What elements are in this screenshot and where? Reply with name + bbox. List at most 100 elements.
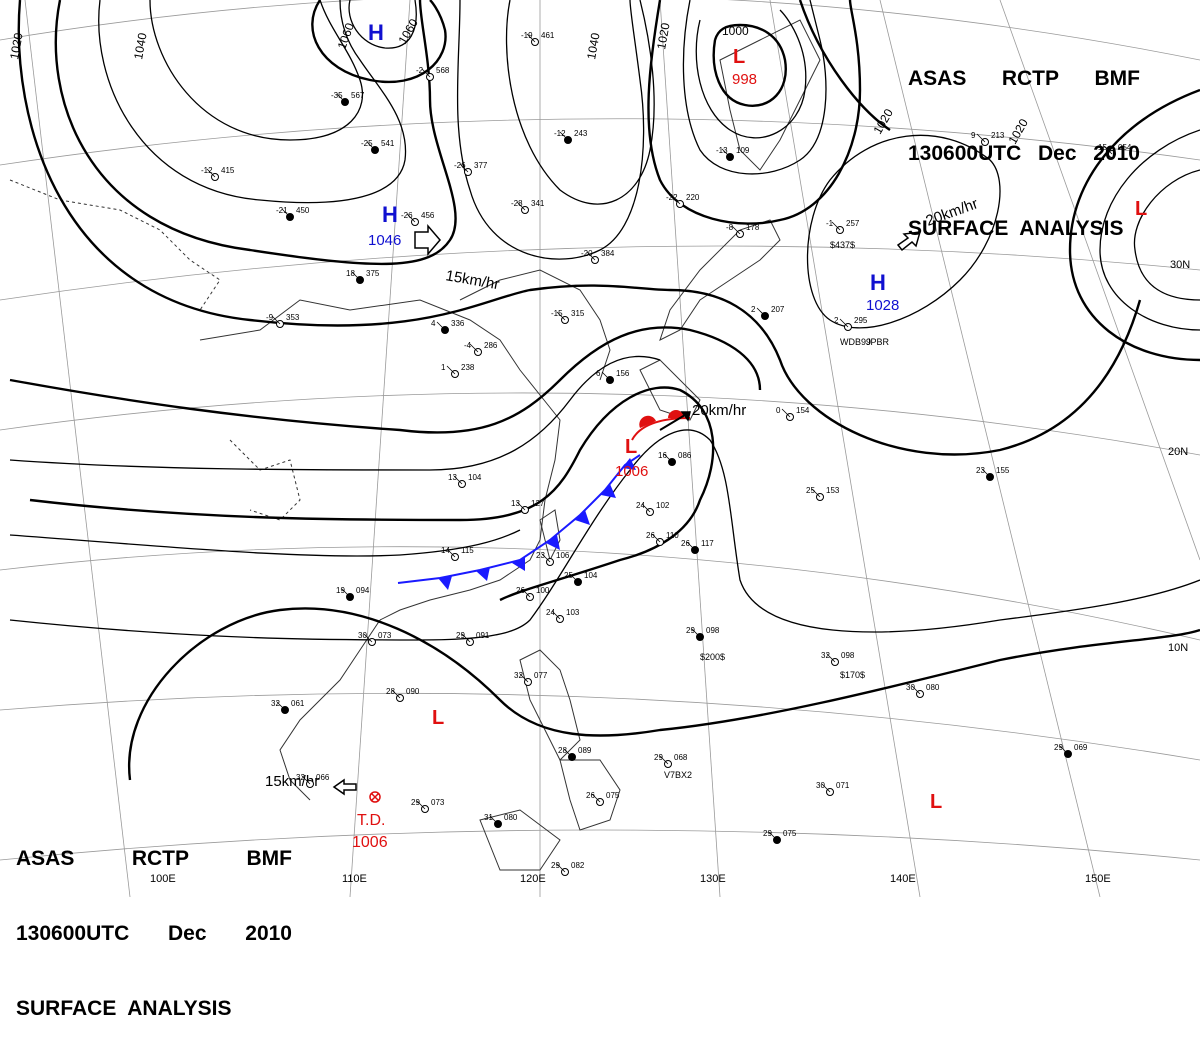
isobar-1020-east bbox=[1068, 88, 1200, 362]
header-line-1: ASAS RCTP BMF bbox=[16, 846, 292, 871]
station-temp: -26 bbox=[401, 211, 413, 220]
station-plot: 29 098 bbox=[686, 626, 720, 641]
station-pressure: 415 bbox=[221, 166, 235, 175]
station-plot: 29 073 bbox=[411, 798, 445, 813]
lon-label: 110E bbox=[342, 873, 367, 885]
ship-label: $170$ bbox=[840, 670, 865, 680]
station-pressure: 243 bbox=[574, 129, 588, 138]
station-plot: 6 156 bbox=[596, 369, 630, 384]
wind-barb-icon bbox=[551, 610, 561, 620]
station-pressure: 315 bbox=[571, 309, 585, 318]
station-plot: 32 061 bbox=[271, 699, 305, 714]
header-station: RCTP bbox=[131, 847, 190, 870]
lat-label: 20N bbox=[1168, 446, 1188, 458]
wind-barb-icon bbox=[406, 213, 416, 223]
station-plot: 2 207 bbox=[751, 305, 785, 320]
tropical-depression-icon bbox=[369, 791, 381, 803]
wind-barb-icon bbox=[521, 588, 531, 598]
wind-barb-icon bbox=[1059, 745, 1069, 755]
isobar-1012 bbox=[29, 386, 715, 602]
station-pressure: 102 bbox=[656, 501, 670, 510]
station-pressure: 154 bbox=[796, 406, 810, 415]
station-temp: -26 bbox=[454, 161, 466, 170]
station-pressure: 286 bbox=[484, 341, 498, 350]
station-temp: -22 bbox=[666, 193, 678, 202]
wind-barb-icon bbox=[671, 195, 681, 205]
wind-barb-icon bbox=[489, 815, 499, 825]
motion-arrows bbox=[332, 223, 922, 796]
isobar-label: 1020 bbox=[654, 21, 672, 50]
cold-front-tooth bbox=[546, 535, 560, 550]
station-pressure: 098 bbox=[706, 626, 720, 635]
station-plot: 23 106 bbox=[536, 551, 570, 566]
station-pressure: 082 bbox=[571, 861, 585, 870]
station-pressure: 336 bbox=[451, 319, 465, 328]
isobar-label: 1020 bbox=[7, 31, 25, 60]
station-pressure: 068 bbox=[674, 753, 688, 762]
station-temp: 19 bbox=[336, 586, 345, 595]
header-product: BMF bbox=[1094, 67, 1141, 90]
warm-front-bump bbox=[668, 410, 684, 418]
station-pressure: 075 bbox=[606, 791, 620, 800]
station-pressure: 100 bbox=[536, 586, 550, 595]
header-line-1: ASAS RCTP BMF bbox=[908, 66, 1140, 91]
isobar-1008 bbox=[695, 9, 807, 139]
station-pressure: 091 bbox=[476, 631, 490, 640]
high-pressure-icon: H bbox=[382, 202, 398, 227]
station-pressure: 567 bbox=[351, 91, 365, 100]
warm-front-line bbox=[631, 417, 691, 441]
wind-barb-icon bbox=[826, 653, 836, 663]
isobars bbox=[9, 0, 1200, 781]
station-plot: 24 103 bbox=[546, 608, 580, 623]
station-pressure: 090 bbox=[406, 687, 420, 696]
station-temp: 23 bbox=[976, 466, 985, 475]
wind-barb-icon bbox=[336, 93, 346, 103]
isobar-1020-north bbox=[647, 0, 862, 225]
station-temp: 25 bbox=[806, 486, 815, 495]
station-plot: 29 068 bbox=[654, 753, 688, 768]
station-plot: -28 341 bbox=[511, 199, 545, 214]
parallel-20n bbox=[0, 392, 1200, 456]
station-pressure: 110 bbox=[666, 531, 679, 540]
sakhalin-region bbox=[719, 19, 821, 171]
isobar-1044 bbox=[98, 0, 407, 204]
station-pressure: 106 bbox=[556, 551, 570, 560]
arrow-icon bbox=[414, 223, 441, 257]
header-station: RCTP bbox=[1001, 67, 1060, 90]
parallel-40n bbox=[0, 0, 1200, 61]
station-temp: 30 bbox=[358, 631, 367, 640]
station-plot: 0 154 bbox=[776, 406, 810, 421]
japan-honshu bbox=[659, 219, 781, 341]
parallel-eq bbox=[0, 829, 1200, 861]
header-code: ASAS bbox=[908, 67, 967, 90]
station-plot: -12 243 bbox=[554, 129, 588, 144]
wind-barb-icon bbox=[556, 863, 566, 873]
header-month: Dec bbox=[1037, 142, 1077, 165]
station-plot: -2 568 bbox=[416, 66, 450, 81]
station-pressure: 073 bbox=[431, 798, 445, 807]
header-top: ASAS RCTP BMF 130600UTC Dec 2010 SURFACE… bbox=[908, 16, 1140, 266]
isobar-1008-south bbox=[127, 607, 1200, 781]
station-plot: 26 117 bbox=[681, 539, 714, 554]
pressure-value: 998 bbox=[732, 71, 757, 88]
isobar-label: 1000 bbox=[722, 24, 749, 38]
station-plot: -1 257 bbox=[826, 219, 860, 234]
station-plot: 19 094 bbox=[336, 586, 370, 601]
wind-barb-icon bbox=[516, 201, 526, 211]
station-plot: 1 238 bbox=[441, 363, 475, 378]
station-plot: 4 336 bbox=[431, 319, 465, 334]
station-temp: 32 bbox=[271, 699, 280, 708]
lon-label: 120E bbox=[520, 873, 546, 885]
station-temp: -19 bbox=[521, 31, 533, 40]
station-plot: -15 315 bbox=[551, 309, 585, 324]
station-plot: 29 069 bbox=[1054, 743, 1088, 758]
station-pressure: 086 bbox=[678, 451, 692, 460]
wind-barb-icon bbox=[721, 148, 731, 158]
ship-labels: $200$ $170$ $437$ WDB99 JPBR V7BX2 bbox=[664, 240, 890, 780]
station-temp: 30 bbox=[906, 683, 915, 692]
motion-label: 20km/hr bbox=[692, 402, 746, 419]
station-pressure: 066 bbox=[316, 773, 330, 782]
fronts bbox=[397, 410, 691, 590]
wind-barb-icon bbox=[981, 468, 991, 478]
wind-barb-icon bbox=[601, 371, 611, 381]
